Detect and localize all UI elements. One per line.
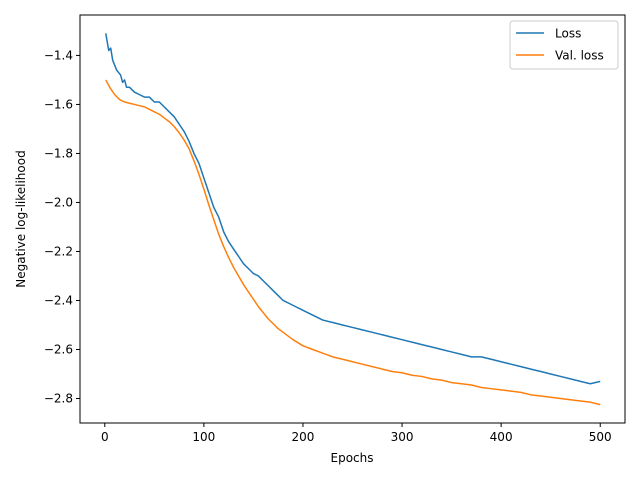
y-tick-label: −2.4 xyxy=(44,293,73,307)
x-axis-ticks: 0 100 200 300 400 500 xyxy=(101,423,612,444)
series-line-val-loss xyxy=(105,79,601,406)
legend: Loss Val. loss xyxy=(509,20,619,70)
legend-loss-label: Loss xyxy=(555,27,581,41)
y-axis-ticks: −2.8 −2.6 −2.4 −2.2 −2.0 −1.8 −1.6 −1.4 xyxy=(44,48,80,405)
y-tick-label: −1.4 xyxy=(44,48,73,62)
x-tick-label: 300 xyxy=(391,430,414,444)
x-axis-label: Epochs xyxy=(331,451,374,465)
x-tick-label: 500 xyxy=(589,430,612,444)
y-axis-label: Negative log-likelihood xyxy=(14,150,28,287)
y-tick-label: −2.0 xyxy=(44,195,73,209)
y-tick-label: −1.6 xyxy=(44,97,73,111)
y-tick-label: −2.6 xyxy=(44,342,73,356)
y-tick-label: −2.2 xyxy=(44,244,73,258)
y-tick-label: −1.8 xyxy=(44,146,73,160)
x-tick-label: 100 xyxy=(192,430,215,444)
legend-val-loss-label: Val. loss xyxy=(555,49,604,63)
series-line-loss xyxy=(105,33,601,385)
x-tick-label: 200 xyxy=(292,430,315,444)
x-tick-label: 0 xyxy=(101,430,109,444)
plot-frame xyxy=(79,14,626,424)
x-tick-label: 400 xyxy=(490,430,513,444)
y-tick-label: −2.8 xyxy=(44,391,73,405)
series-layer xyxy=(105,33,601,406)
